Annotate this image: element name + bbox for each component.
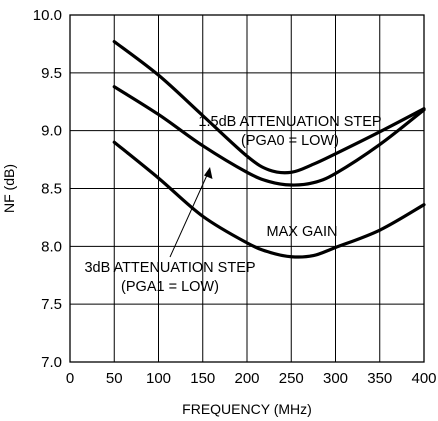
x-tick-label: 400: [411, 370, 436, 387]
y-tick-label: 7.5: [41, 296, 62, 313]
x-tick-label: 150: [190, 370, 215, 387]
y-tick-label: 7.0: [41, 354, 62, 371]
series-lines: [112, 40, 426, 259]
annotation-3db-arrow-line: [169, 172, 209, 258]
x-tick-label: 100: [146, 370, 171, 387]
y-tick-label: 10.0: [33, 7, 62, 24]
y-tick-label: 9.0: [41, 123, 62, 140]
y-tick-label: 9.5: [41, 65, 62, 82]
series-3db-attenuation-line: [112, 85, 426, 187]
annotation-3db-line1: 3dB ATTENUATION STEP: [84, 260, 255, 276]
y-tick-label: 8.5: [41, 181, 62, 198]
series-1p5db-attenuation-line: [112, 40, 426, 175]
x-tick-label: 350: [367, 370, 392, 387]
annotation-1p5db-line1: 1.5dB ATTENUATION STEP: [198, 114, 381, 130]
x-tick-label: 200: [234, 370, 259, 387]
x-tick-labels: 0 50 100 150 200 250 300 350 400: [66, 370, 437, 387]
y-axis-title: NF (dB): [1, 164, 17, 213]
grid: [69, 14, 425, 363]
annotation-max-gain: MAX GAIN: [267, 224, 338, 240]
y-tick-labels: 7.0 7.5 8.0 8.5 9.0 9.5 10.0: [33, 7, 62, 371]
annotation-3db-line2: (PGA1 = LOW): [121, 279, 219, 295]
x-tick-label: 0: [66, 370, 74, 387]
x-axis-title: FREQUENCY (MHz): [182, 401, 312, 417]
x-tick-label: 50: [106, 370, 123, 387]
annotation-3db-arrowhead: [204, 167, 213, 179]
plot-frame: [69, 14, 425, 363]
annotation-1p5db-line2: (PGA0 = LOW): [241, 133, 339, 149]
x-tick-label: 250: [279, 370, 304, 387]
series-max-gain-line: [112, 140, 426, 259]
y-tick-label: 8.0: [41, 238, 62, 255]
x-tick-label: 300: [323, 370, 348, 387]
